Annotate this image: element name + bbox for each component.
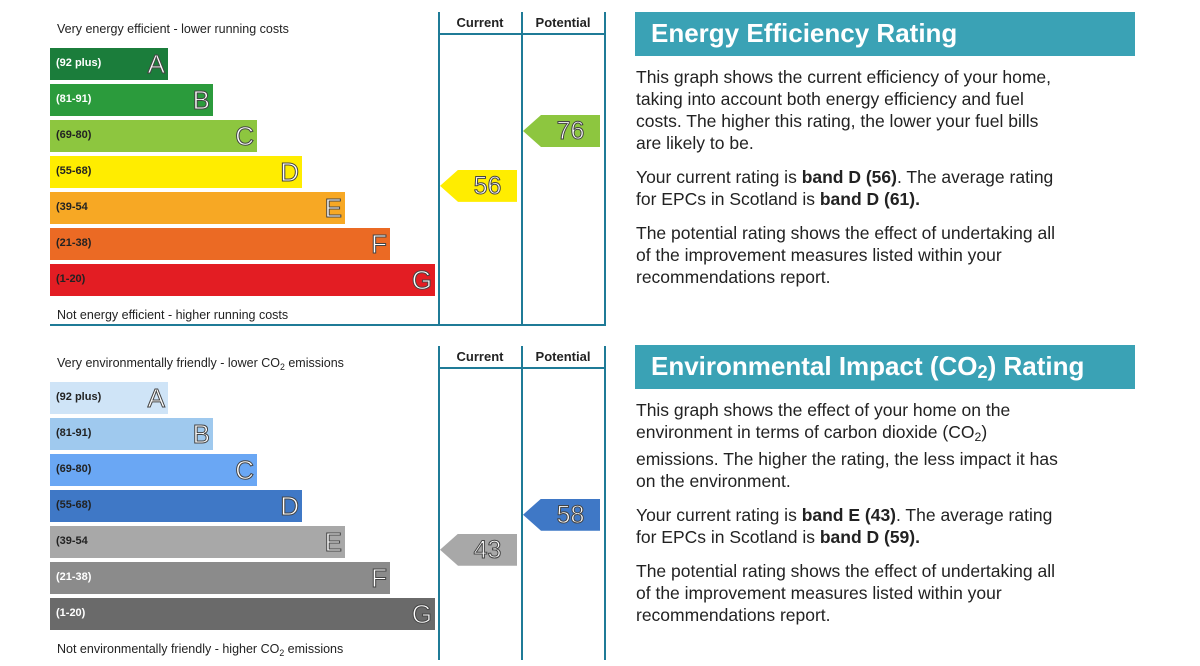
band-letter: C — [235, 455, 255, 486]
band-letter: B — [192, 419, 210, 450]
environmental-impact-panel: Environmental Impact (CO2) Rating This gr… — [635, 345, 1135, 626]
band-letter: F — [371, 229, 388, 260]
band-bar-d: (55-68) D — [50, 490, 302, 522]
potential-column-left-line — [521, 346, 523, 660]
panel-title: Environmental Impact (CO2) Rating — [635, 345, 1135, 389]
current-rating-value: 56 — [473, 171, 502, 200]
current-column-header: Current — [456, 15, 504, 30]
band-range: (69-80) — [56, 129, 92, 141]
band-letter: F — [371, 563, 388, 594]
potential-column-left-line — [521, 12, 523, 326]
band-letter: C — [235, 121, 255, 152]
energy-efficiency-chart: Current Potential Very energy efficient - … — [0, 12, 620, 332]
band-bar-c: (69-80) C — [50, 120, 257, 152]
band-letter: E — [324, 193, 342, 224]
band-letter: D — [280, 157, 300, 188]
panel-paragraph: The potential rating shows the effect of… — [636, 561, 1055, 625]
band-bar-b: (81-91) B — [50, 418, 213, 450]
current-rating-value: 43 — [473, 535, 502, 564]
band-range: (92 plus) — [56, 57, 102, 69]
bottom-label: Not energy efficient - higher running co… — [57, 308, 289, 322]
band-range: (1-20) — [56, 607, 86, 619]
band-range: (39-54 — [56, 201, 88, 213]
potential-column-right-line — [604, 346, 606, 660]
band-letter: B — [192, 85, 210, 116]
band-range: (39-54 — [56, 535, 88, 547]
band-letter: G — [411, 265, 432, 296]
panel-paragraph: Your current rating is band D (56). The … — [636, 167, 1054, 209]
panel-paragraph: This graph shows the effect of your home… — [636, 400, 1058, 491]
band-range: (81-91) — [56, 427, 92, 439]
band-range: (1-20) — [56, 273, 86, 285]
band-range: (55-68) — [56, 499, 92, 511]
energy-efficiency-panel: Energy Efficiency Rating This graph shows… — [635, 12, 1135, 288]
potential-rating-arrow: 76 — [523, 115, 600, 147]
top-label: Very energy efficient - lower running co… — [57, 22, 289, 36]
potential-rating-value: 58 — [556, 500, 585, 529]
panel-title: Energy Efficiency Rating — [635, 12, 1135, 56]
header-divider — [438, 33, 606, 35]
potential-rating-arrow: 58 — [523, 498, 600, 531]
panel-paragraph: This graph shows the current efficiency … — [636, 67, 1052, 153]
band-bar-e: (39-54 E — [50, 526, 345, 558]
band-bar-f: (21-38) F — [50, 562, 390, 594]
panel-paragraph: The potential rating shows the effect of… — [636, 223, 1055, 287]
band-bar-g: (1-20) G — [50, 264, 435, 296]
band-bar-f: (21-38) F — [50, 228, 390, 260]
band-range: (92 plus) — [56, 391, 102, 403]
current-column-header: Current — [456, 349, 504, 364]
potential-column-header: Potential — [535, 349, 591, 364]
band-bar-a: (92 plus) A — [50, 48, 168, 80]
band-letter: G — [411, 599, 432, 630]
environmental-impact-chart: Current Potential Very environmentally fri… — [0, 346, 620, 666]
band-bar-b: (81-91) B — [50, 84, 213, 116]
potential-column-header: Potential — [535, 15, 591, 30]
band-letter: D — [280, 491, 300, 522]
header-divider — [438, 367, 606, 369]
panel-paragraph: Your current rating is band E (43). The … — [636, 505, 1053, 547]
band-bar-c: (69-80) C — [50, 454, 257, 486]
band-bar-d: (55-68) D — [50, 156, 302, 188]
band-range: (69-80) — [56, 463, 92, 475]
band-letter: E — [324, 527, 342, 558]
band-range: (55-68) — [56, 165, 92, 177]
band-letter: A — [147, 49, 165, 80]
potential-rating-value: 76 — [556, 117, 585, 146]
chart-bottom-line — [50, 324, 606, 326]
band-letter: A — [147, 383, 165, 414]
band-range: (81-91) — [56, 93, 92, 105]
top-label: Very environmentally friendly - lower CO… — [57, 356, 344, 372]
potential-column-right-line — [604, 12, 606, 326]
band-bar-g: (1-20) G — [50, 598, 435, 630]
current-column-left-line — [438, 12, 440, 326]
current-rating-arrow: 56 — [440, 169, 517, 202]
band-range: (21-38) — [56, 571, 92, 583]
current-column-left-line — [438, 346, 440, 660]
bottom-label: Not environmentally friendly - higher CO… — [57, 642, 344, 658]
band-range: (21-38) — [56, 237, 92, 249]
band-bar-e: (39-54 E — [50, 192, 345, 224]
band-bar-a: (92 plus) A — [50, 382, 168, 414]
current-rating-arrow: 43 — [440, 533, 517, 566]
